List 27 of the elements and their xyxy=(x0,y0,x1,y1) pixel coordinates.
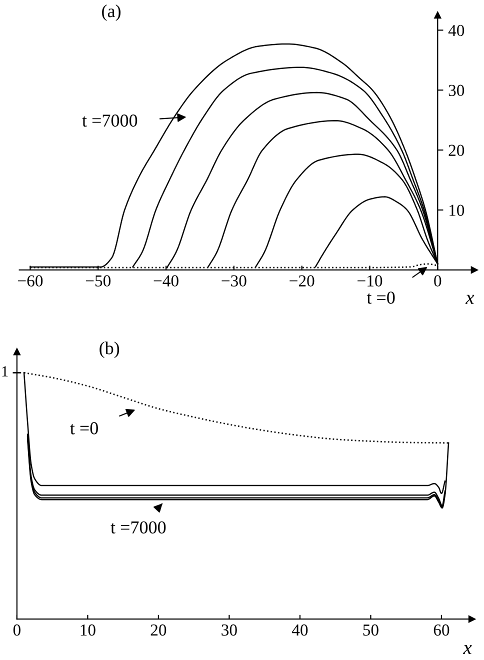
y-tick-label: 10 xyxy=(450,204,464,216)
x-axis-title: x xyxy=(465,294,474,304)
y-tick-label: 40 xyxy=(448,24,464,36)
x-tick-label: 40 xyxy=(292,624,308,636)
chart-title: (a) xyxy=(102,4,120,21)
x-tick-label: 0 xyxy=(13,624,20,636)
y-tick-label: 20 xyxy=(448,144,464,156)
text: 1 xyxy=(2,366,8,376)
x-tick-label: −20 xyxy=(290,275,314,287)
annotation: t =0 xyxy=(70,422,98,434)
annotation: t =7000 xyxy=(110,521,166,534)
x-tick-label: 30 xyxy=(222,624,237,636)
x-tick-label: 50 xyxy=(363,624,378,636)
annotation: t =7000 xyxy=(82,114,138,127)
x-tick-label: 20 xyxy=(150,624,166,636)
x-tick-label: −10 xyxy=(358,275,382,287)
x-tick-label: −40 xyxy=(154,275,178,287)
y-tick-label: 30 xyxy=(448,84,464,96)
x-tick-label: −50 xyxy=(86,275,111,287)
x-tick-label: 60 xyxy=(434,624,450,636)
x-tick-label: −60 xyxy=(18,275,43,287)
x-axis-title: x xyxy=(463,645,472,654)
x-tick-label: 0 xyxy=(434,275,442,287)
text: t =0 xyxy=(366,292,395,304)
x-tick-label: −30 xyxy=(222,275,246,287)
x-tick-label: 10 xyxy=(80,624,96,636)
chart-title: (b) xyxy=(100,342,120,358)
